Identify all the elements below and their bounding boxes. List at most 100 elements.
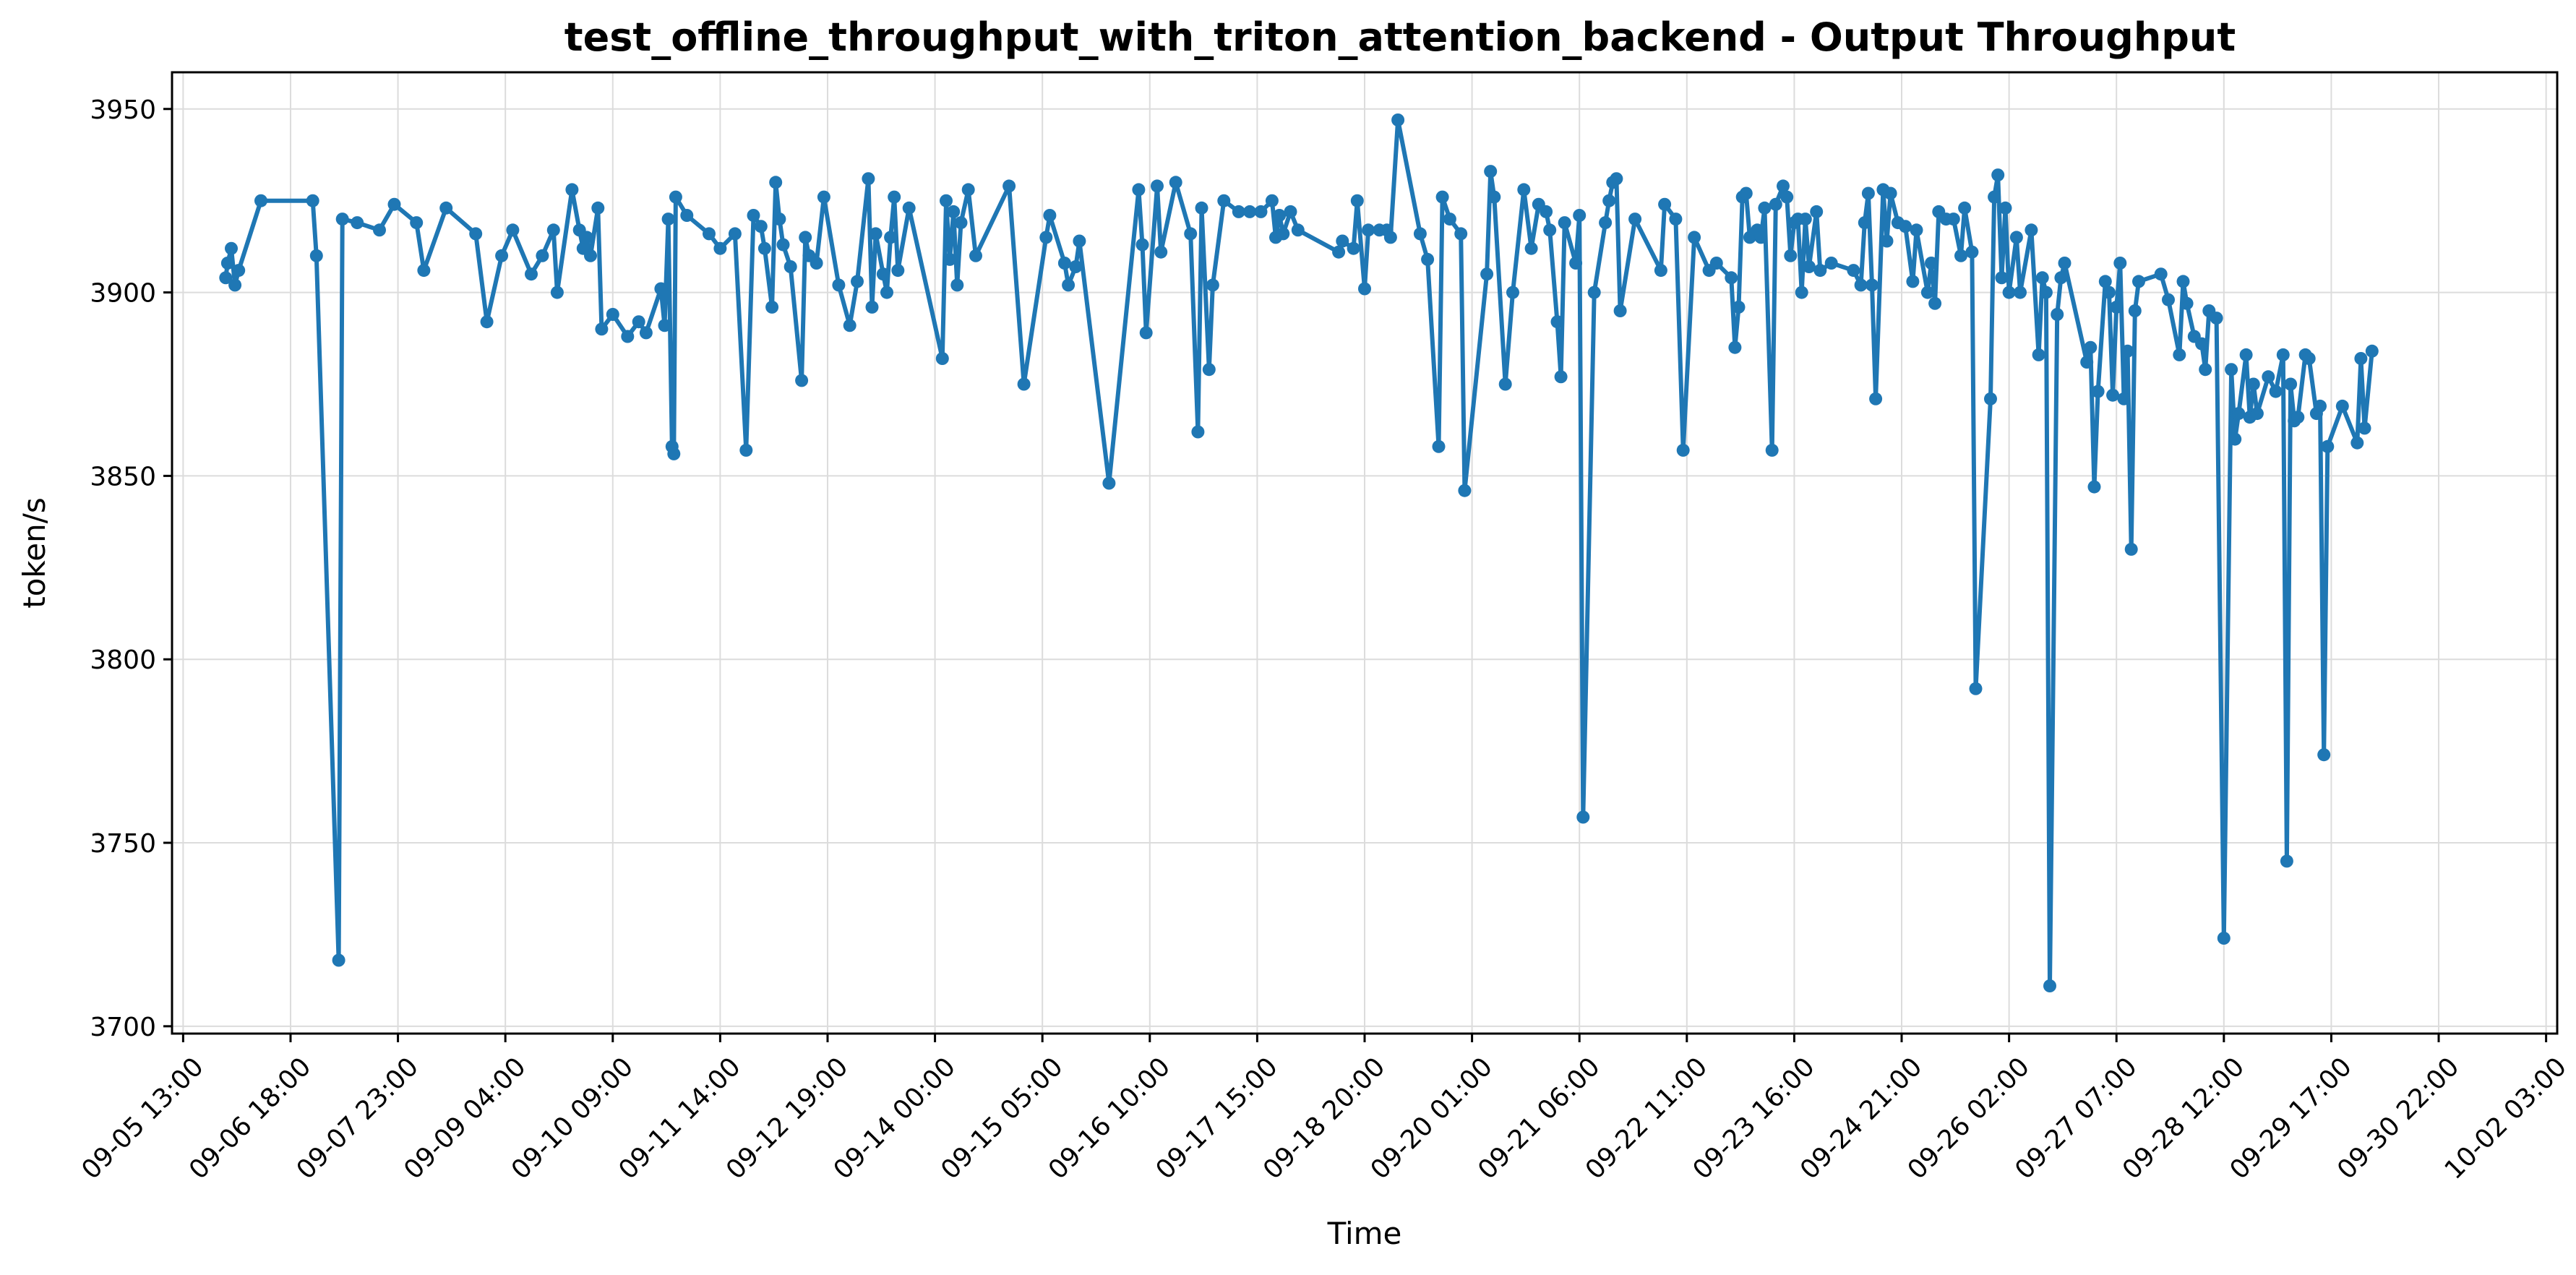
data-point bbox=[351, 216, 364, 230]
data-point bbox=[550, 286, 564, 299]
data-point bbox=[2232, 407, 2246, 421]
data-point bbox=[1610, 172, 1623, 186]
data-point bbox=[1573, 209, 1587, 222]
data-point bbox=[935, 352, 949, 365]
data-point bbox=[1965, 245, 1979, 259]
data-point bbox=[410, 216, 424, 230]
data-point bbox=[1217, 194, 1231, 207]
data-point bbox=[2276, 348, 2290, 361]
data-point bbox=[254, 194, 267, 207]
data-point bbox=[580, 231, 593, 244]
data-point bbox=[728, 227, 742, 241]
data-point bbox=[2058, 257, 2071, 270]
data-point bbox=[2009, 231, 2023, 244]
data-point bbox=[1336, 234, 1349, 248]
data-point bbox=[2280, 854, 2293, 868]
data-point bbox=[1765, 443, 1779, 457]
data-point bbox=[1017, 377, 1031, 391]
data-point bbox=[2043, 979, 2056, 992]
data-point bbox=[1925, 257, 1938, 270]
data-point bbox=[865, 300, 879, 314]
data-point bbox=[1383, 231, 1397, 244]
data-point bbox=[654, 282, 668, 296]
data-point bbox=[703, 227, 716, 241]
data-point bbox=[1332, 245, 1346, 259]
data-point bbox=[1654, 264, 1667, 278]
data-point bbox=[2250, 407, 2264, 421]
data-point bbox=[1795, 286, 1808, 299]
data-point bbox=[754, 220, 768, 233]
data-point bbox=[1484, 165, 1498, 179]
data-point bbox=[776, 238, 790, 252]
data-point bbox=[1421, 252, 1435, 266]
data-point bbox=[1758, 201, 1772, 215]
data-point bbox=[373, 223, 386, 237]
data-point bbox=[469, 227, 483, 241]
data-point bbox=[2314, 399, 2327, 413]
data-point bbox=[2039, 286, 2053, 299]
data-point bbox=[2291, 411, 2305, 424]
data-point bbox=[1725, 271, 1738, 285]
data-point bbox=[658, 319, 671, 332]
data-point bbox=[1195, 201, 1208, 215]
data-point bbox=[2269, 385, 2283, 398]
data-point bbox=[225, 241, 238, 255]
data-point bbox=[2091, 385, 2105, 398]
data-point bbox=[2180, 296, 2194, 310]
data-point bbox=[1062, 278, 1076, 292]
data-point bbox=[335, 212, 349, 226]
data-point bbox=[546, 223, 560, 237]
data-point bbox=[2132, 275, 2145, 288]
data-point bbox=[1784, 249, 1798, 262]
data-point bbox=[950, 278, 964, 292]
data-point bbox=[1506, 286, 1519, 299]
data-point bbox=[2032, 348, 2045, 361]
data-point bbox=[1039, 231, 1053, 244]
data-point bbox=[1884, 186, 1897, 200]
data-point bbox=[1524, 241, 1538, 255]
data-point bbox=[1988, 190, 2001, 204]
data-point bbox=[851, 275, 864, 288]
data-point bbox=[799, 231, 812, 244]
data-point bbox=[2302, 352, 2316, 365]
data-point bbox=[795, 374, 809, 387]
data-point bbox=[536, 249, 549, 262]
data-point bbox=[876, 267, 890, 281]
data-point bbox=[1798, 212, 1812, 226]
data-point bbox=[1391, 113, 1405, 126]
series-line-layer bbox=[223, 118, 2374, 988]
y-axis-label: token/s bbox=[17, 497, 52, 608]
data-point bbox=[940, 194, 953, 207]
data-point bbox=[2350, 436, 2364, 450]
data-point bbox=[1880, 234, 1894, 248]
data-point bbox=[2054, 271, 2068, 285]
data-point bbox=[1780, 190, 1794, 204]
data-point bbox=[1658, 197, 1672, 211]
data-point bbox=[2217, 932, 2231, 945]
data-point bbox=[1291, 223, 1305, 237]
data-point bbox=[1777, 179, 1790, 193]
data-point bbox=[2354, 352, 2368, 365]
data-point bbox=[1154, 245, 1168, 259]
data-point bbox=[810, 257, 823, 270]
data-point bbox=[2246, 377, 2260, 391]
data-point bbox=[961, 183, 975, 197]
data-point bbox=[1732, 300, 1746, 314]
data-point bbox=[2117, 392, 2131, 405]
data-point bbox=[309, 249, 323, 262]
data-point bbox=[2128, 304, 2142, 317]
data-point bbox=[1946, 212, 1960, 226]
data-point bbox=[228, 278, 242, 292]
data-point bbox=[1069, 260, 1083, 273]
data-point bbox=[525, 267, 538, 281]
data-point bbox=[2284, 377, 2298, 391]
data-point bbox=[1602, 194, 1616, 207]
data-point bbox=[1861, 186, 1875, 200]
data-point bbox=[783, 260, 797, 273]
data-point bbox=[2154, 267, 2168, 281]
data-point bbox=[1276, 227, 1290, 241]
data-point bbox=[1728, 340, 1742, 354]
data-point bbox=[2173, 348, 2186, 361]
data-point bbox=[495, 249, 509, 262]
y-tick-label: 3800 bbox=[90, 645, 156, 675]
